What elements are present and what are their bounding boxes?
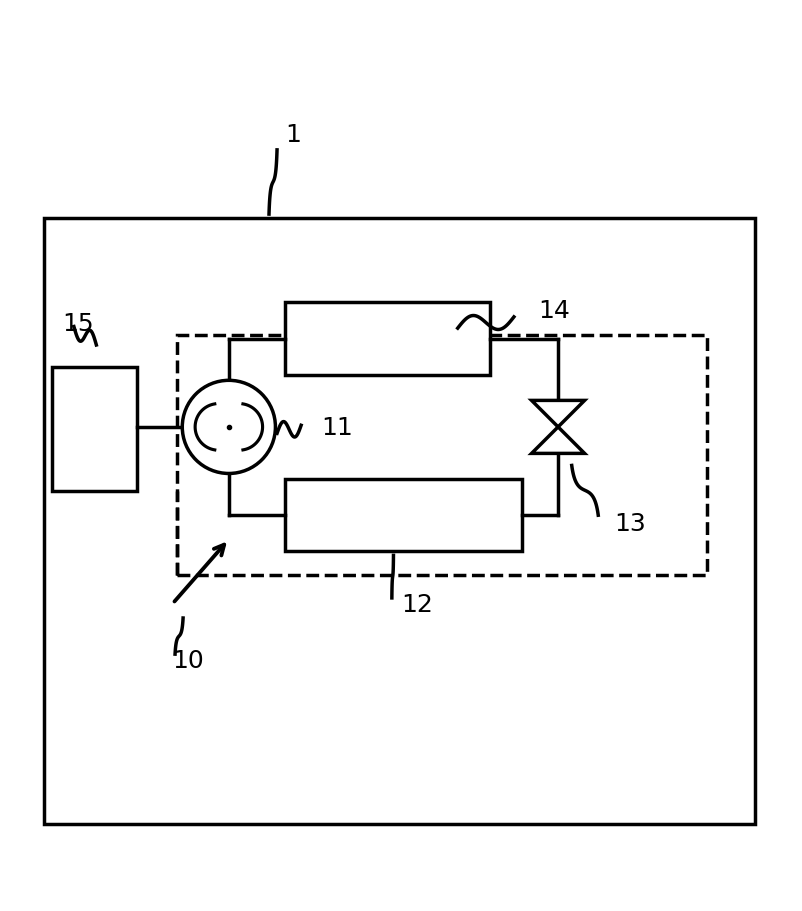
Text: 1: 1 — [285, 123, 301, 147]
Bar — [285, 479, 521, 552]
Text: 12: 12 — [401, 592, 433, 616]
Bar — [176, 335, 706, 576]
Circle shape — [182, 381, 275, 474]
Bar — [44, 219, 754, 824]
Text: 13: 13 — [614, 512, 646, 536]
Text: 14: 14 — [537, 299, 569, 323]
Text: 10: 10 — [172, 648, 205, 672]
Bar — [285, 303, 489, 375]
Bar — [52, 367, 136, 492]
Text: 15: 15 — [62, 312, 93, 335]
Text: 11: 11 — [321, 415, 353, 439]
Polygon shape — [531, 401, 584, 427]
Polygon shape — [531, 427, 584, 454]
